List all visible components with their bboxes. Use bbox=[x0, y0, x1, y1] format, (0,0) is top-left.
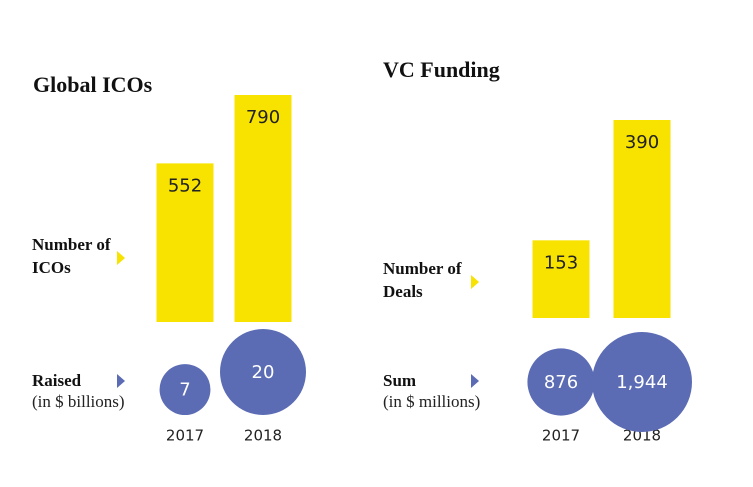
data-label: 7 bbox=[179, 380, 190, 401]
pointer-triangle bbox=[117, 374, 125, 388]
bar bbox=[234, 95, 292, 322]
chart-title: Global ICOs bbox=[33, 72, 153, 97]
bar bbox=[613, 120, 671, 318]
series-label: Sum bbox=[383, 371, 417, 390]
data-label: 20 bbox=[252, 362, 275, 383]
bar bbox=[532, 240, 590, 318]
bar bbox=[156, 163, 214, 322]
bubble bbox=[592, 332, 692, 432]
data-label: 876 bbox=[544, 372, 578, 393]
pointer-triangle bbox=[117, 251, 125, 265]
bubble bbox=[159, 364, 211, 415]
x-tick-label: 2018 bbox=[244, 427, 282, 445]
x-tick-label: 2017 bbox=[542, 427, 580, 445]
data-label: 790 bbox=[246, 107, 280, 128]
data-label: 390 bbox=[625, 132, 659, 153]
bubble bbox=[527, 348, 595, 416]
data-label: 1,944 bbox=[616, 372, 668, 393]
series-subtitle: (in $ millions) bbox=[383, 392, 481, 411]
data-label: 552 bbox=[168, 175, 202, 196]
data-label: 153 bbox=[544, 252, 578, 273]
pointer-triangle bbox=[471, 374, 479, 388]
chart-title: VC Funding bbox=[383, 57, 500, 82]
x-tick-label: 2017 bbox=[166, 427, 204, 445]
pointer-triangle bbox=[471, 275, 479, 289]
bubble bbox=[220, 329, 306, 415]
series-label: Raised bbox=[32, 371, 82, 390]
series-label: Number of ICOs bbox=[32, 235, 111, 277]
series-label: Number of Deals bbox=[383, 259, 462, 301]
series-subtitle: (in $ billions) bbox=[32, 392, 125, 411]
